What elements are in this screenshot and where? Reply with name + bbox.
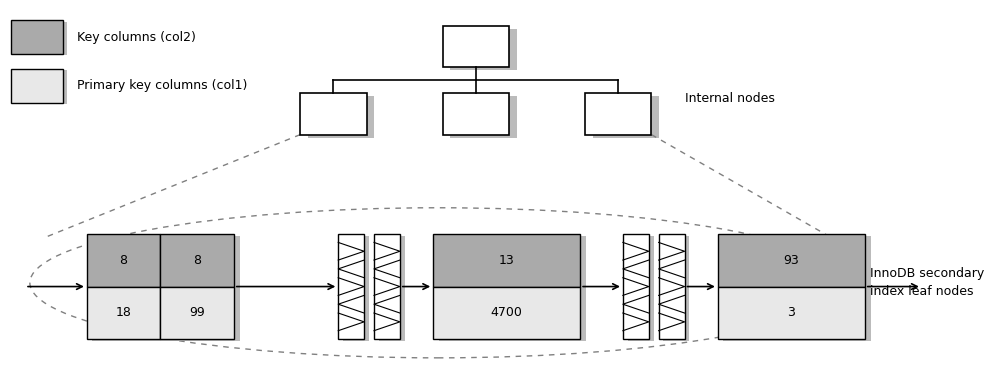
Bar — [343, 236, 369, 341]
Bar — [723, 236, 871, 341]
Text: 4700: 4700 — [491, 306, 523, 319]
Bar — [160, 234, 234, 287]
Bar — [160, 287, 234, 339]
Text: 13: 13 — [499, 254, 515, 267]
Text: 8: 8 — [193, 254, 201, 267]
Bar — [87, 287, 160, 339]
Text: 18: 18 — [116, 306, 131, 319]
Text: 99: 99 — [189, 306, 205, 319]
Bar — [308, 96, 374, 138]
Bar — [92, 236, 240, 341]
Bar — [443, 26, 509, 67]
Bar — [11, 20, 63, 54]
Text: 3: 3 — [787, 306, 795, 319]
Bar — [663, 236, 689, 341]
Bar — [593, 96, 659, 138]
Bar — [15, 22, 67, 56]
Bar — [439, 236, 586, 341]
Bar — [450, 29, 517, 70]
Bar — [450, 96, 517, 138]
Text: 93: 93 — [783, 254, 799, 267]
Bar — [338, 234, 364, 339]
Bar — [585, 93, 651, 135]
Bar — [374, 234, 400, 339]
Text: 8: 8 — [120, 254, 128, 267]
Bar — [379, 236, 405, 341]
Bar — [87, 234, 160, 287]
Bar — [300, 93, 367, 135]
Bar — [15, 70, 67, 104]
Text: Primary key columns (col1): Primary key columns (col1) — [77, 79, 248, 92]
Bar — [433, 234, 580, 287]
Text: InnoDB secondary
index leaf nodes: InnoDB secondary index leaf nodes — [870, 267, 984, 298]
Text: Internal nodes: Internal nodes — [685, 93, 774, 105]
Bar — [443, 93, 509, 135]
Bar — [628, 236, 654, 341]
Bar — [623, 234, 649, 339]
Bar — [718, 287, 865, 339]
Bar — [433, 287, 580, 339]
Bar — [718, 234, 865, 287]
Text: Key columns (col2): Key columns (col2) — [77, 31, 196, 43]
Bar — [11, 69, 63, 103]
Bar — [659, 234, 685, 339]
